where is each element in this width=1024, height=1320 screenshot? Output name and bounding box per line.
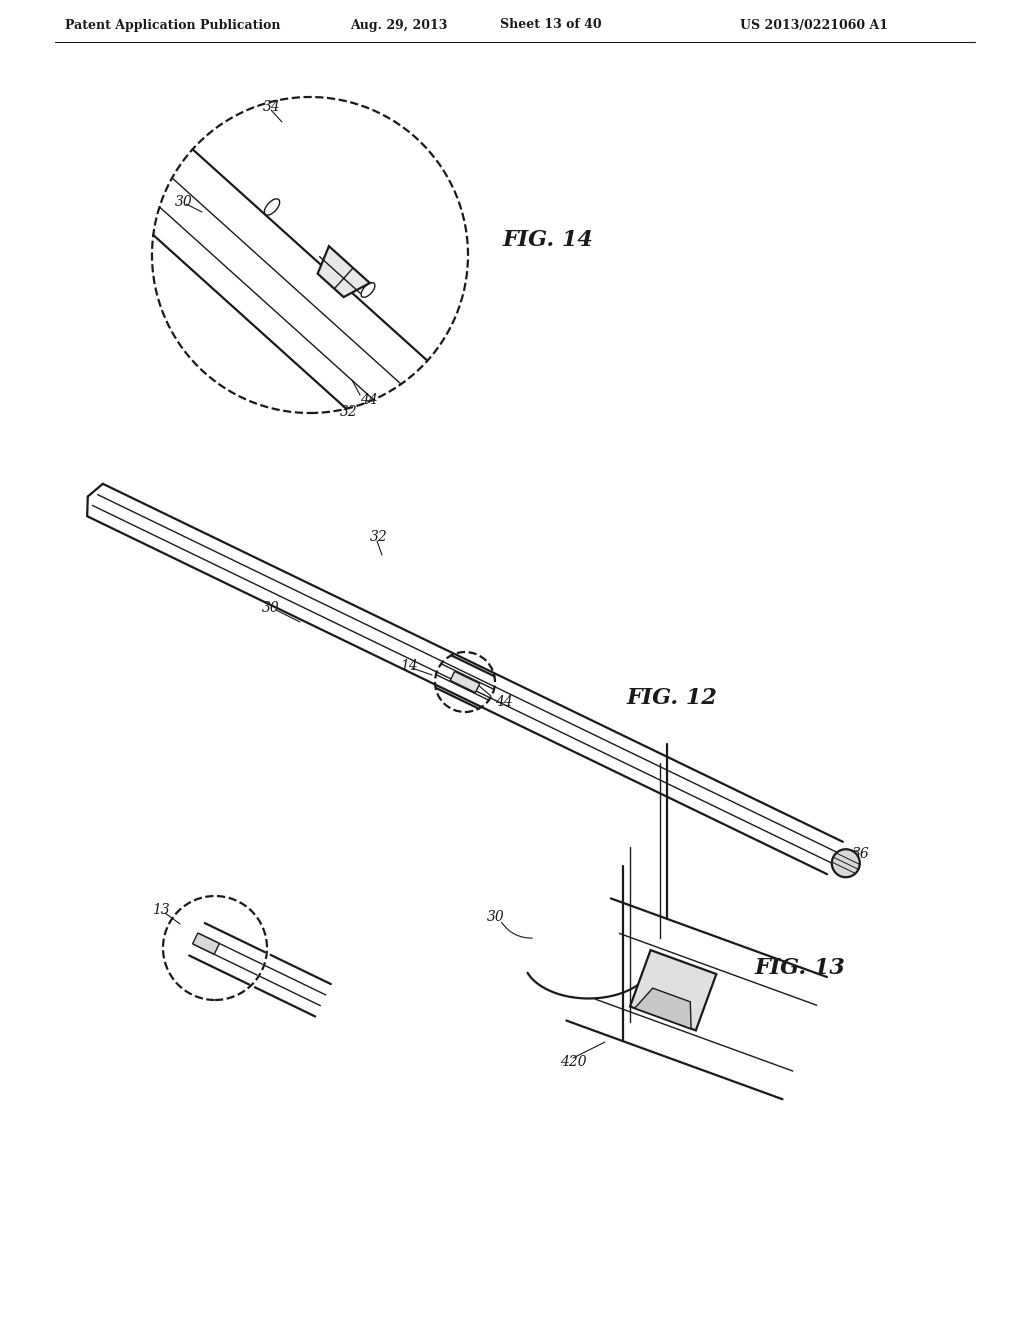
Text: 32: 32 [370, 531, 388, 544]
Text: 30: 30 [487, 909, 505, 924]
Polygon shape [193, 933, 219, 954]
Text: 30: 30 [175, 195, 193, 209]
Text: 34: 34 [263, 100, 281, 114]
Text: 30: 30 [262, 601, 280, 615]
Text: FIG. 13: FIG. 13 [755, 957, 846, 979]
Polygon shape [317, 247, 370, 297]
Text: 420: 420 [560, 1055, 587, 1069]
Text: FIG. 12: FIG. 12 [627, 686, 718, 709]
Text: 13: 13 [152, 903, 170, 917]
Text: Aug. 29, 2013: Aug. 29, 2013 [350, 18, 447, 32]
Polygon shape [451, 672, 480, 693]
Text: FIG. 14: FIG. 14 [503, 228, 594, 251]
Text: 32: 32 [340, 405, 357, 418]
Text: Patent Application Publication: Patent Application Publication [65, 18, 281, 32]
Text: 44: 44 [495, 696, 513, 709]
Text: US 2013/0221060 A1: US 2013/0221060 A1 [740, 18, 888, 32]
Polygon shape [630, 950, 717, 1031]
Text: Sheet 13 of 40: Sheet 13 of 40 [500, 18, 602, 32]
Text: 44: 44 [360, 393, 378, 407]
Circle shape [831, 849, 860, 878]
Polygon shape [635, 989, 691, 1028]
Text: 36: 36 [852, 847, 869, 861]
Text: 14: 14 [400, 659, 418, 673]
